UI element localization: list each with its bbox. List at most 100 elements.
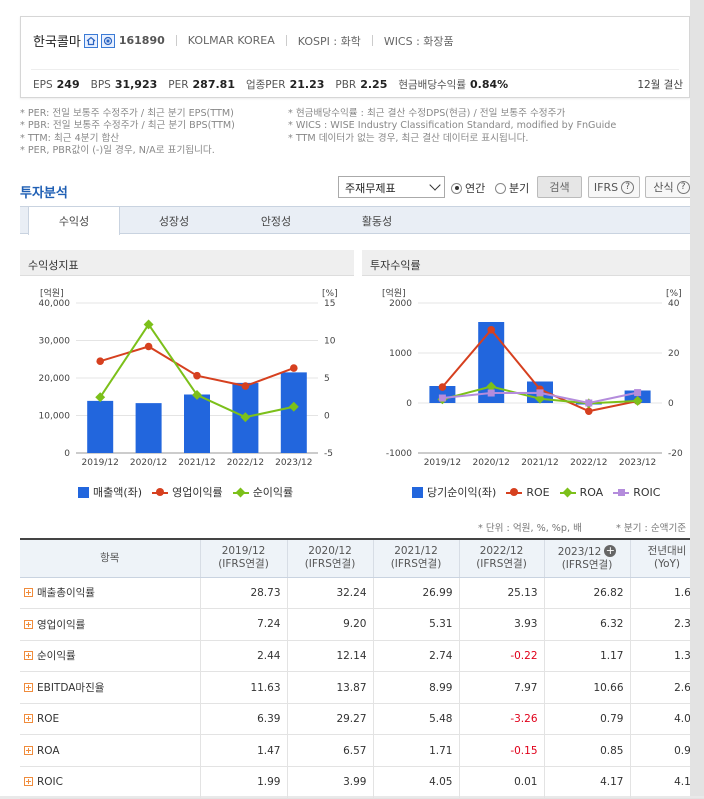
y-left-tick: 30,000: [39, 337, 71, 347]
table-cell: 6.57: [287, 734, 374, 768]
series-point[interactable]: [192, 390, 202, 400]
ifrs-help-button[interactable]: IFRS?: [588, 176, 640, 198]
table-cell: 28.73: [200, 577, 288, 610]
series-point[interactable]: [438, 383, 447, 391]
radio-quarter[interactable]: 분기: [495, 180, 529, 196]
row-label-cell[interactable]: 순이익률: [20, 640, 201, 673]
metric-value: 21.23: [289, 78, 325, 91]
legend-swatch: [613, 487, 630, 498]
series-point[interactable]: [193, 371, 201, 380]
row-label-cell[interactable]: ROA: [20, 734, 201, 768]
expand-plus-icon[interactable]: [24, 619, 33, 629]
table-cell: 25.13: [459, 577, 545, 610]
column-period: 2020/12: [308, 545, 352, 558]
bar[interactable]: [184, 394, 210, 454]
bar[interactable]: [87, 400, 114, 453]
table-cell: 3.99: [287, 766, 374, 799]
tab-activity[interactable]: 활동성: [361, 214, 393, 228]
note-line: * PER: 전일 보통주 수정주가 / 최근 분기 EPS(TTM): [20, 108, 234, 119]
tab-growth[interactable]: 성장성: [158, 214, 190, 228]
home-icon[interactable]: [83, 33, 98, 48]
legend-item[interactable]: 순이익률: [232, 484, 293, 500]
bar[interactable]: [280, 372, 307, 453]
legend-item[interactable]: ROA: [559, 486, 603, 499]
scrollbar[interactable]: [690, 0, 704, 796]
series-point[interactable]: [438, 394, 446, 402]
chart-right-title: 투자수익률: [362, 250, 698, 276]
search-button[interactable]: 검색: [537, 176, 582, 198]
tab-profitability[interactable]: 수익성: [28, 206, 120, 235]
expand-plus-icon[interactable]: [24, 714, 33, 724]
series-point[interactable]: [290, 364, 298, 372]
table-cell: 7.97: [459, 671, 545, 704]
divider: [285, 35, 287, 46]
expand-plus-icon[interactable]: [24, 588, 33, 598]
expand-plus-icon[interactable]: [24, 745, 33, 755]
series-point[interactable]: [95, 392, 106, 403]
add-column-icon[interactable]: +: [604, 543, 617, 557]
note-line: * PBR: 전일 보통주 수정주가 / 최근 분기 BPS(TTM): [20, 120, 235, 132]
radio-annual[interactable]: 연간: [451, 180, 485, 196]
table-cell: 6.32: [544, 608, 631, 641]
series-point[interactable]: [144, 342, 153, 351]
table-row: EBITDA마진율 11.63 13.87 8.99 7.97 10.66 2.69: [20, 671, 704, 704]
column-basis: (IFRS연결): [561, 558, 613, 571]
legend-item[interactable]: 매출액(좌): [78, 484, 142, 500]
series-point[interactable]: [585, 399, 593, 407]
table-cell: -0.15: [459, 734, 545, 768]
table-cell: 5.31: [373, 608, 460, 641]
unit-note: * 단위 : 억원, %, %p, 배: [478, 523, 582, 534]
series-point[interactable]: [96, 357, 104, 365]
formula-label: 산식: [653, 181, 674, 194]
series-point[interactable]: [487, 326, 495, 334]
legend-item[interactable]: 영업이익률: [152, 484, 223, 500]
card-divider: [31, 69, 679, 70]
series-point[interactable]: [536, 389, 544, 397]
legend-swatch: [152, 487, 169, 498]
formula-help-button[interactable]: 산식?: [645, 176, 698, 198]
series-point[interactable]: [634, 389, 642, 397]
metric-value: 0.84%: [469, 78, 509, 91]
profitability-chart-legend: 매출액(좌) 영업이익률 순이익률: [78, 484, 303, 500]
tab-stability[interactable]: 안정성: [260, 214, 292, 228]
radio-quarter-dot[interactable]: [495, 182, 506, 194]
row-label-cell[interactable]: ROIC: [20, 766, 201, 799]
row-label-cell[interactable]: EBITDA마진율: [20, 671, 201, 704]
row-label-cell[interactable]: ROE: [20, 703, 201, 736]
legend-item[interactable]: ROIC: [613, 486, 660, 499]
bar[interactable]: [135, 403, 162, 453]
radio-annual-dot[interactable]: [451, 182, 462, 194]
expand-plus-icon[interactable]: [24, 651, 33, 661]
y-left-tick: 20,000: [39, 374, 71, 384]
series-point[interactable]: [585, 407, 593, 415]
series-point[interactable]: [241, 382, 250, 390]
y-right-tick: 0: [324, 412, 330, 422]
metric-label: 현금배당수익률: [398, 79, 466, 91]
table-cell: 7.24: [200, 608, 288, 641]
definition-notes-right: * 현금배당수익률 : 최근 결산 수정DPS(현금) / 전일 보통주 수정주…: [288, 108, 616, 145]
table-cell: 13.87: [287, 671, 374, 704]
row-label-cell[interactable]: 영업이익률: [20, 608, 201, 641]
legend-item[interactable]: 당기순이익(좌): [412, 484, 496, 500]
y-right-tick: 40: [668, 299, 680, 309]
statement-select[interactable]: 주재무제표: [338, 176, 445, 198]
metric-item: 업종PER 21.23: [246, 77, 324, 92]
series-point[interactable]: [240, 412, 251, 423]
chart-left-title: 수익성지표: [20, 250, 354, 276]
expand-plus-icon[interactable]: [24, 683, 33, 693]
y-left-tick: 40,000: [39, 299, 71, 309]
column-period: 2022/12: [479, 545, 524, 558]
legend-item[interactable]: ROE: [506, 486, 550, 499]
y-left-tick: 0: [64, 449, 70, 459]
row-label: ROE: [37, 713, 60, 726]
chevron-down-icon: [429, 179, 441, 191]
series-point[interactable]: [143, 319, 154, 330]
expand-plus-icon[interactable]: [24, 777, 33, 787]
column-period: 2019/12: [221, 545, 266, 558]
series-point[interactable]: [487, 389, 495, 397]
row-label-cell[interactable]: 매출총이익률: [20, 577, 201, 610]
metric-item: PBR 2.25: [335, 78, 387, 91]
building-icon[interactable]: [100, 33, 115, 48]
column-period: 전년대비: [647, 545, 687, 558]
series-point[interactable]: [486, 381, 497, 392]
